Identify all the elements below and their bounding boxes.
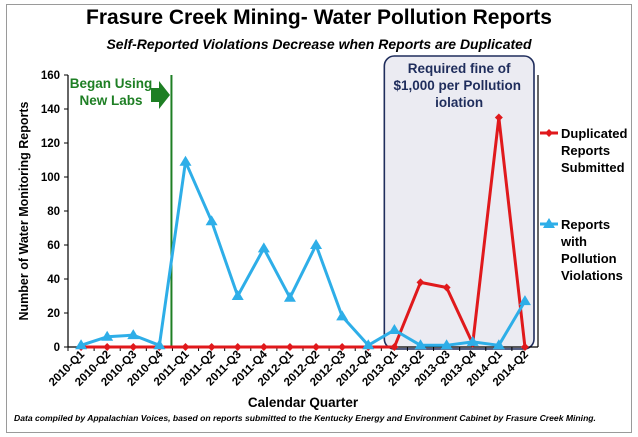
data-point-diamond	[442, 283, 451, 292]
y-axis-label: Number of Water Monitoring Reports	[17, 101, 31, 320]
data-point-triangle	[127, 329, 140, 340]
arrow-right-icon	[151, 81, 170, 109]
y-tick-label: 60	[47, 240, 60, 252]
source-note: Data compiled by Appalachian Voices, bas…	[14, 413, 596, 423]
fine-box-label: Required fine of $1,000 per Pollution iol…	[394, 61, 525, 110]
data-point-triangle	[75, 339, 88, 350]
data-point-triangle	[336, 310, 349, 321]
data-point-triangle	[205, 215, 218, 226]
data-point-triangle	[257, 242, 270, 253]
data-point-diamond	[285, 343, 294, 351]
data-point-triangle	[492, 339, 505, 350]
data-point-triangle	[231, 290, 244, 300]
data-point-triangle	[101, 330, 114, 341]
data-point-diamond	[181, 343, 190, 351]
data-point-triangle	[440, 339, 453, 350]
y-tick-label: 40	[47, 274, 60, 286]
data-point-diamond	[129, 343, 138, 351]
data-point-diamond	[103, 343, 112, 351]
data-point-triangle	[179, 155, 192, 166]
data-point-triangle	[153, 339, 166, 350]
data-point-triangle	[310, 239, 323, 249]
y-tick-label: 80	[47, 206, 60, 218]
data-point-triangle	[466, 335, 479, 346]
y-tick-label: 0	[54, 342, 60, 354]
data-point-triangle	[518, 295, 531, 306]
labs-start-label: Began Using New Labs	[70, 76, 153, 108]
y-tick-label: 160	[41, 70, 60, 82]
data-point-diamond	[520, 343, 529, 351]
y-tick-label: 120	[41, 138, 60, 150]
x-axis-label: Calendar Quarter	[248, 395, 359, 410]
data-point-triangle	[388, 324, 401, 334]
legend-marker-diamond	[545, 129, 553, 137]
y-tick-label: 140	[41, 104, 60, 116]
y-tick-label: 20	[47, 308, 60, 320]
legend-label-violations: Reports with Pollution Violations	[560, 217, 623, 283]
data-point-triangle	[283, 291, 296, 302]
chart-title: Frasure Creek Mining- Water Pollution Re…	[86, 6, 552, 29]
chart-subtitle: Self-Reported Violations Decrease when R…	[106, 36, 532, 52]
series-line-2	[80, 160, 527, 347]
legend-label-duplicated: Duplicated Reports Submitted	[561, 126, 628, 175]
data-point-diamond	[338, 343, 347, 351]
data-point-diamond	[233, 343, 242, 351]
data-point-diamond	[207, 343, 216, 351]
data-point-diamond	[259, 343, 268, 351]
data-point-triangle	[414, 339, 427, 350]
data-point-diamond	[494, 113, 503, 122]
data-point-diamond	[312, 343, 321, 351]
legend-marker-triangle	[543, 218, 555, 228]
y-tick-label: 100	[41, 172, 60, 184]
data-point-diamond	[416, 278, 425, 287]
data-point-triangle	[362, 339, 375, 350]
data-point-diamond	[390, 343, 399, 351]
